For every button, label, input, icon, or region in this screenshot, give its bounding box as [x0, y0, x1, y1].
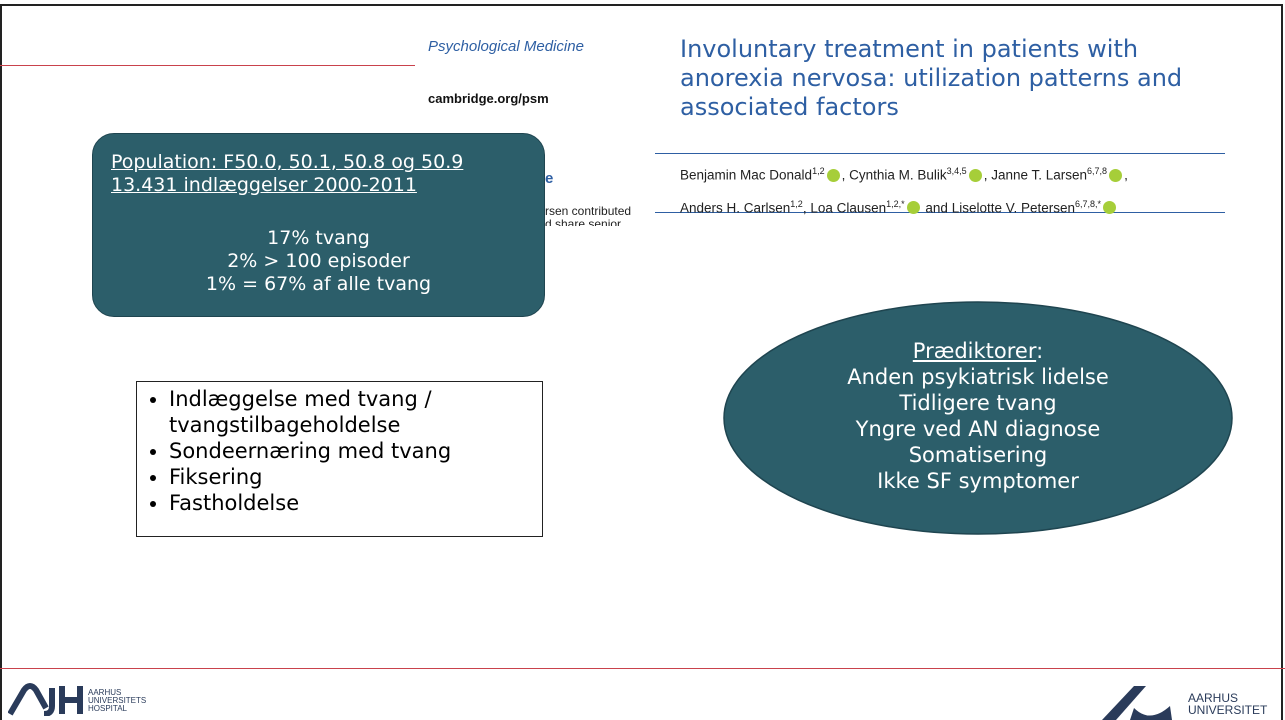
- separator: ,: [983, 167, 992, 183]
- divider: [0, 668, 1285, 669]
- author-affiliation: 6,7,8: [1087, 166, 1108, 176]
- rule: [655, 212, 1225, 213]
- orcid-icon: [1103, 201, 1117, 214]
- author-line: Anders H. Carlsen1,2, Loa Clausen1,2,* a…: [680, 190, 1128, 223]
- rule: [655, 153, 1225, 154]
- auh-logo-mark: [8, 683, 83, 716]
- author-affiliation: 3,4,5: [946, 166, 967, 176]
- author-affiliation: 1,2,*: [886, 198, 905, 209]
- colon: :: [1036, 339, 1044, 363]
- author-name: Cynthia M. Bulik: [849, 167, 947, 183]
- bullet: Fastholdelse: [169, 490, 536, 516]
- url: cambridge.org/psm: [428, 91, 549, 106]
- predictor: Tidligere tvang: [899, 391, 1057, 415]
- authors: Benjamin Mac Donald1,2, Cynthia M. Bulik…: [680, 157, 1128, 222]
- predictors: Prædiktorer: Anden psykiatrisk lidelse T…: [722, 338, 1234, 494]
- author-name: Loa Clausen: [810, 200, 887, 215]
- author-name: Anders H. Carlsen: [680, 200, 791, 215]
- logo-line: UNIVERSITET: [1188, 703, 1268, 717]
- bullet: Fiksering: [169, 464, 536, 490]
- fragment: rsen contributed: [545, 204, 632, 218]
- predictor: Yngre ved AN diagnose: [855, 417, 1101, 441]
- author-line: Benjamin Mac Donald1,2, Cynthia M. Bulik…: [680, 157, 1128, 190]
- slide-frame: [0, 4, 1283, 720]
- population-box: Population: F50.0, 50.1, 50.8 og 50.9 13…: [92, 133, 545, 317]
- orcid-icon: [968, 168, 982, 182]
- author-affiliation: 1,2: [790, 198, 803, 209]
- bullet: Indlæggelse med tvang / tvangstilbagehol…: [169, 386, 536, 438]
- author-affiliation: 1,2: [812, 166, 825, 176]
- separator: ,: [802, 200, 811, 215]
- separator: ,: [1124, 167, 1128, 183]
- logo-line: AARHUS: [88, 688, 122, 697]
- divider: [0, 65, 415, 66]
- au-logo-mark: [1102, 686, 1172, 720]
- logo-text: AARHUS UNIVERSITETS HOSPITAL: [88, 689, 146, 713]
- logo-line: HOSPITAL: [88, 704, 127, 713]
- bullet-box: Indlæggelse med tvang / tvangstilbagehol…: [136, 381, 543, 537]
- orcid-icon: [906, 201, 920, 214]
- logo-line: UNIVERSITETS: [88, 696, 147, 705]
- separator: and: [921, 200, 952, 215]
- predictor-heading: Prædiktorer: [912, 339, 1037, 363]
- predictor: Somatisering: [908, 443, 1048, 467]
- orcid-icon: [826, 168, 840, 182]
- predictor: Ikke SF symptomer: [877, 469, 1079, 493]
- predictor: Anden psykiatrisk lidelse: [847, 365, 1109, 389]
- stat: 1% = 67% af alle tvang: [205, 273, 432, 295]
- population-line: Population: F50.0, 50.1, 50.8 og 50.9: [111, 151, 464, 173]
- journal: Psychological Medicine: [428, 38, 584, 55]
- orcid-icon: [1109, 168, 1123, 182]
- logo-text: AARHUS UNIVERSITET: [1188, 692, 1267, 716]
- logo-line: AARHUS: [1188, 691, 1239, 705]
- fragment: e: [545, 170, 554, 187]
- stat: 17% tvang: [267, 227, 370, 249]
- author-name: Janne T. Larsen: [991, 167, 1088, 183]
- bullet: Sondeernæring med tvang: [169, 438, 536, 464]
- predictor-ellipse: [723, 301, 1233, 535]
- author-affiliation: 6,7,8,*: [1075, 198, 1102, 209]
- separator: ,: [841, 167, 850, 183]
- article-title: Involuntary treatment in patients with a…: [680, 35, 1183, 121]
- population-line: 13.431 indlæggelser 2000-2011: [111, 174, 417, 196]
- author-name: Benjamin Mac Donald: [680, 167, 813, 183]
- stat: 2% > 100 episoder: [227, 250, 410, 272]
- fragment: d share senior: [545, 217, 622, 226]
- author-name: Liselotte V. Petersen: [951, 200, 1076, 215]
